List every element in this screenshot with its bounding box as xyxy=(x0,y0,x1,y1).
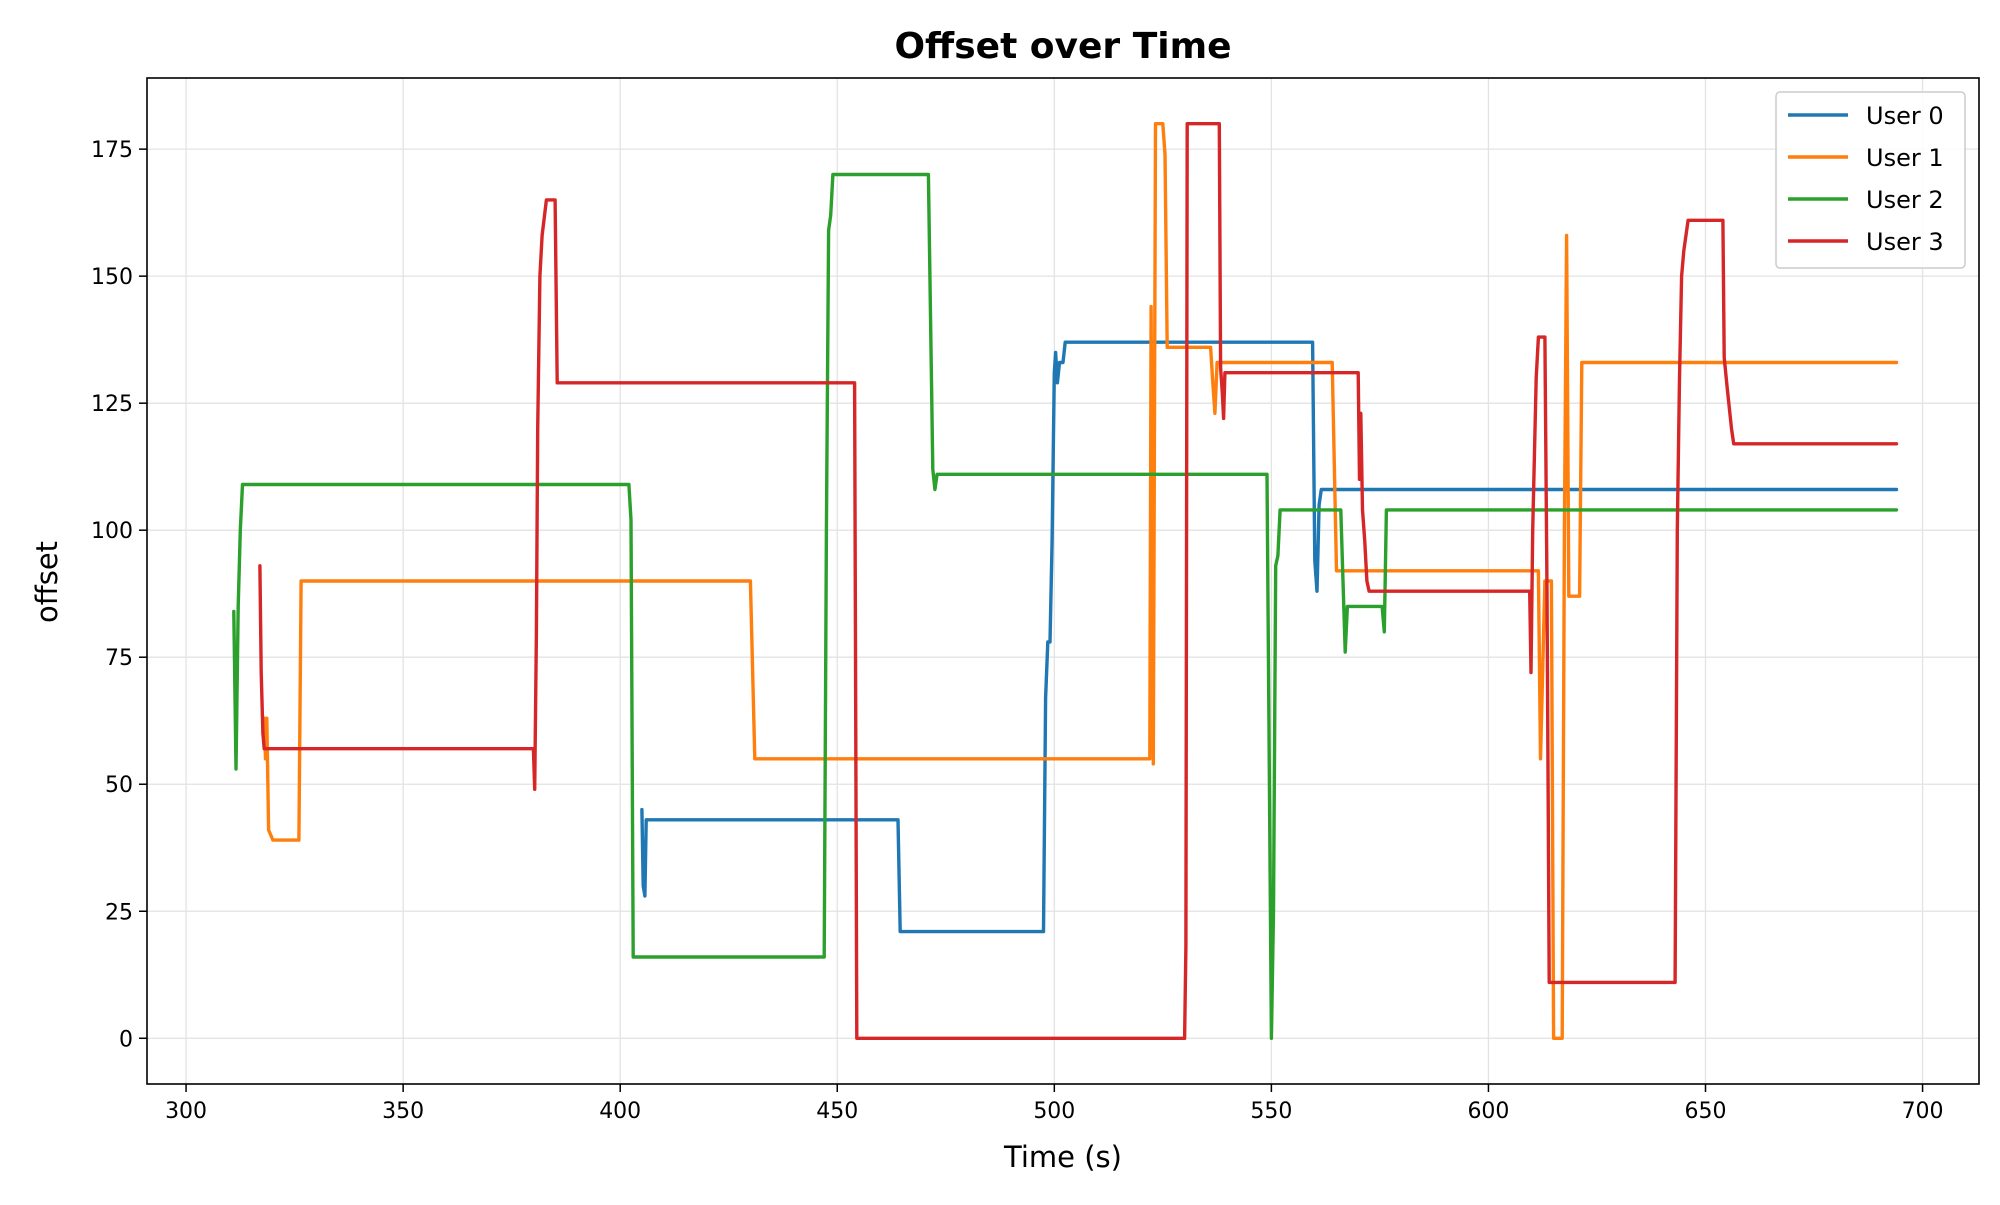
x-tick-label: 550 xyxy=(1250,1099,1292,1124)
legend-label-user-2: User 2 xyxy=(1866,186,1944,214)
x-axis-title: Time (s) xyxy=(1003,1140,1122,1174)
y-tick-label: 125 xyxy=(91,392,133,417)
x-tick-label: 700 xyxy=(1902,1099,1944,1124)
x-tick-label: 500 xyxy=(1033,1099,1075,1124)
plot-frame xyxy=(146,77,1980,1085)
y-tick-label: 150 xyxy=(91,265,133,290)
y-tick-label: 100 xyxy=(91,519,133,544)
axis-ticks: 300 350 400 450 500 550 600 650 700 0 25 50 75 100 125… xyxy=(91,138,1944,1124)
x-tick-label: 300 xyxy=(165,1099,207,1124)
y-tick-label: 175 xyxy=(91,138,133,163)
y-tick-label: 50 xyxy=(105,773,133,798)
legend-label-user-1: User 1 xyxy=(1866,144,1944,172)
legend-box xyxy=(1775,91,1966,269)
y-tick-label: 25 xyxy=(105,900,133,925)
series-lines xyxy=(232,121,1899,1041)
series-line-user-3 xyxy=(258,121,1899,1041)
series-line-user-1 xyxy=(262,121,1899,1041)
legend-label-user-3: User 3 xyxy=(1866,228,1944,256)
legend-label-user-0: User 0 xyxy=(1866,102,1944,130)
y-axis-title: offset xyxy=(30,541,64,623)
x-tick-label: 650 xyxy=(1685,1099,1727,1124)
y-tick-label: 75 xyxy=(105,646,133,671)
x-tick-label: 600 xyxy=(1467,1099,1509,1124)
series-line-user-2 xyxy=(232,172,1899,1041)
x-tick-label: 400 xyxy=(599,1099,641,1124)
x-tick-label: 450 xyxy=(816,1099,858,1124)
y-tick-label: 0 xyxy=(119,1027,133,1052)
x-tick-label: 350 xyxy=(382,1099,424,1124)
legend: User 0 User 1 User 2 User 3 xyxy=(1775,91,1966,269)
chart-title: Offset over Time xyxy=(894,26,1231,67)
